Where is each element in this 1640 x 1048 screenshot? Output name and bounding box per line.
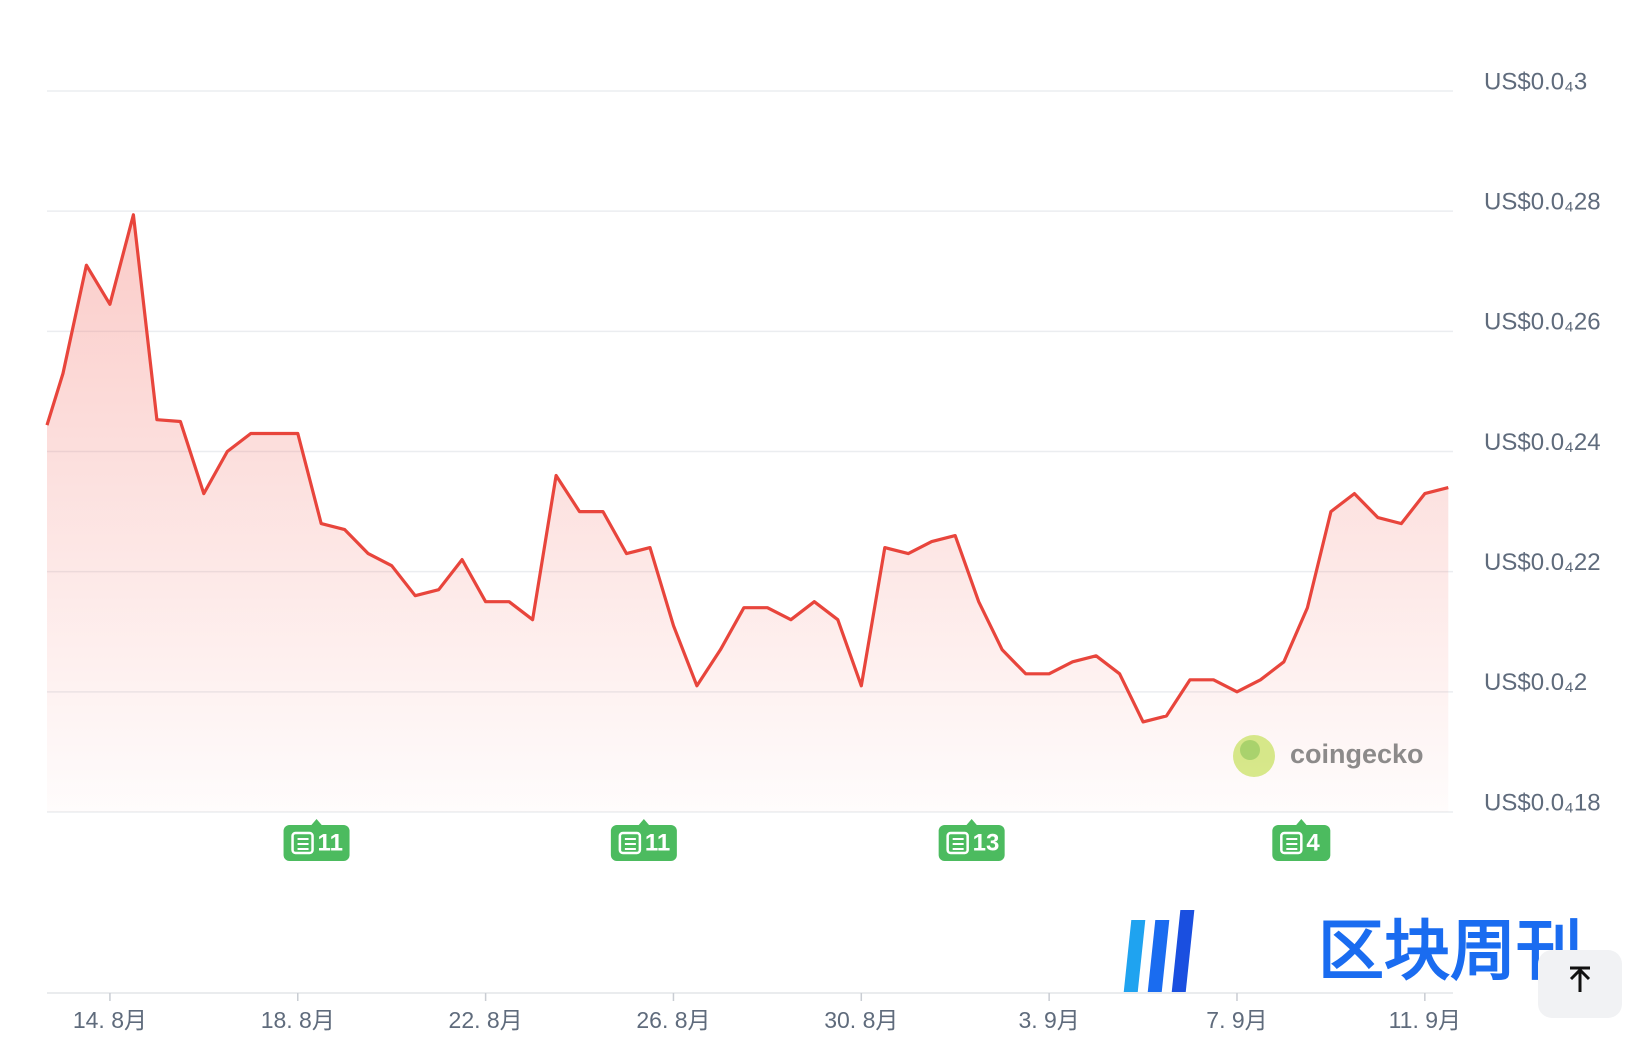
- coingecko-watermark: coingecko: [1233, 735, 1424, 777]
- news-badge-pointer: [1295, 819, 1308, 826]
- logo-bar: [1171, 910, 1195, 992]
- news-badge-pointer: [637, 819, 650, 826]
- x-tick-label: 26. 8月: [636, 1007, 710, 1033]
- price-line: [45, 213, 1449, 724]
- y-tick-label: US$0.0₄2: [1484, 669, 1587, 696]
- news-count: 13: [973, 829, 1000, 856]
- coingecko-text: coingecko: [1290, 739, 1424, 769]
- news-icon: [1280, 831, 1303, 855]
- x-tick-label: 14. 8月: [73, 1007, 147, 1033]
- news-badge: 11: [610, 819, 677, 861]
- news-icon: [618, 831, 642, 855]
- y-tick-label: US$0.0₄3: [1484, 68, 1587, 95]
- news-icon-lines: [297, 838, 309, 850]
- news-icon: [946, 831, 969, 855]
- news-badge-pointer: [310, 819, 323, 826]
- news-icon-lines: [624, 838, 636, 850]
- news-count: 11: [318, 829, 343, 856]
- logo-bar: [1123, 920, 1146, 992]
- news-count: 11: [645, 829, 670, 856]
- x-tick-label: 22. 8月: [449, 1007, 523, 1033]
- news-icon-lines: [952, 838, 964, 850]
- y-tick-label: US$0.0₄28: [1484, 189, 1601, 216]
- news-badge-pointer: [965, 819, 978, 826]
- x-tick-label: 18. 8月: [261, 1007, 335, 1033]
- back-to-top[interactable]: [1538, 950, 1622, 1018]
- x-tick-label: 11. 9月: [1389, 1007, 1461, 1033]
- y-tick-label: US$0.0₄26: [1484, 309, 1601, 336]
- coingecko-logo-inner: [1240, 740, 1260, 760]
- price-area: [47, 214, 1449, 813]
- news-icon-lines: [1286, 838, 1298, 850]
- logo-bar: [1147, 920, 1170, 992]
- y-tick-label: US$0.0₄18: [1484, 789, 1601, 816]
- news-badge: 13: [938, 819, 1005, 861]
- back-to-top-icon: [1569, 966, 1591, 992]
- x-tick-label: 3. 9月: [1018, 1007, 1079, 1033]
- y-tick-label: US$0.0₄24: [1484, 429, 1601, 456]
- x-tick-label: 7. 9月: [1206, 1007, 1267, 1033]
- news-icon: [291, 831, 314, 855]
- x-tick-label: 30. 8月: [824, 1007, 898, 1033]
- publisher-watermark: 区块周刊: [1123, 910, 1582, 992]
- news-count: 4: [1306, 829, 1320, 856]
- news-badge: 4: [1272, 819, 1331, 861]
- y-tick-label: US$0.0₄22: [1484, 549, 1601, 576]
- news-badge: 11: [283, 819, 350, 861]
